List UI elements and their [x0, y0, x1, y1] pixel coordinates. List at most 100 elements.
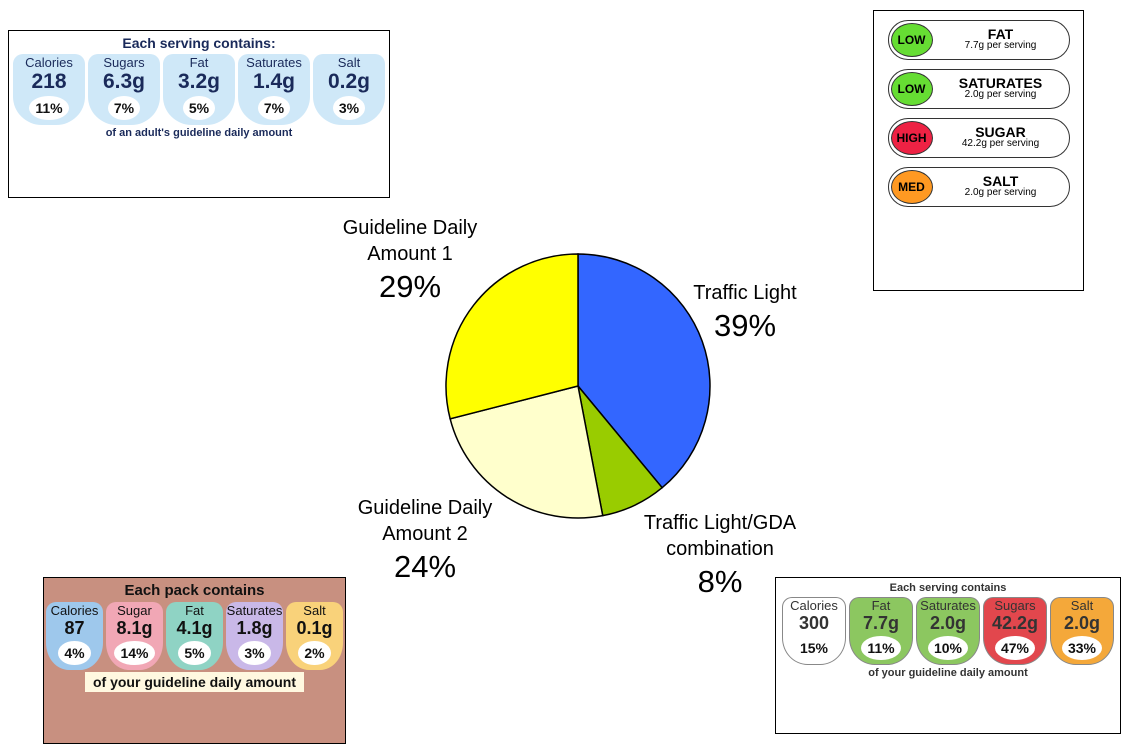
nutrient-percent: 11% [861, 636, 901, 660]
nutrient-name: SUGAR [975, 124, 1026, 140]
nutrient-percent: 14% [114, 641, 155, 665]
gda-panel: Each pack contains Calories 87 4% Sugar 8.1g 1… [43, 577, 346, 744]
level-badge: HIGH [890, 121, 933, 155]
nutrient-name: Sugars [103, 55, 145, 70]
nutrient-column: Saturates 1.8g 3% [226, 602, 283, 670]
slice-value: 29% [378, 269, 442, 304]
nutrient-name: SALT [982, 173, 1019, 189]
nutrient-amount: 2.0g per serving [964, 89, 1037, 100]
nutrient-amount: 2.0g [929, 613, 967, 633]
slice-label: Traffic Light/GDA combination 8% [625, 510, 815, 602]
nutrient-amount: 2.0g [1063, 613, 1101, 633]
nutrient-amount: 7.7g per serving [964, 40, 1037, 51]
nutrient-amount: 1.8g [236, 618, 273, 638]
slice-name: Guideline Daily Amount 2 [357, 497, 493, 545]
nutrient-column: Sugars 6.3g 7% [88, 54, 160, 125]
nutrient-percent: 4% [58, 641, 91, 665]
nutrient-amount: 1.4g [252, 70, 296, 93]
traffic-text: SALT 2.0g per serving [933, 173, 1069, 199]
nutrient-column: Sugar 8.1g 14% [106, 602, 163, 670]
slice-name: Traffic Light [693, 282, 797, 304]
nutrient-percent: 7% [107, 96, 141, 120]
panel-columns: Calories 87 4% Sugar 8.1g 14% Fat 4.1g 5% Saturat… [46, 602, 343, 670]
nutrient-amount: 7.7g [862, 613, 900, 633]
panel-title: Each serving contains [889, 582, 1007, 594]
nutrient-percent: 5% [182, 96, 216, 120]
panel-columns: Calories 218 11% Sugars 6.3g 7% Fat 3.2g 5% Satur… [13, 54, 385, 125]
panel-footer: of your guideline daily amount [84, 672, 304, 692]
pie-slice [449, 385, 604, 519]
nutrient-amount: 218 [31, 70, 67, 93]
nutrient-percent: 5% [178, 641, 211, 665]
panel-columns: Calories 300 15% Fat 7.7g 11% Saturates 2.0g 10%… [782, 597, 1114, 665]
gda-panel: Each serving contains: Calories 218 11% Suga… [8, 30, 390, 198]
nutrient-percent: 15% [793, 636, 835, 660]
nutrient-percent: 7% [257, 96, 291, 120]
nutrient-percent: 2% [298, 641, 331, 665]
nutrient-column: Saturates 1.4g 7% [238, 54, 310, 125]
gda-panel: Each serving contains Calories 300 15% Fat 7.… [775, 577, 1121, 734]
nutrient-column: Salt 0.1g 2% [286, 602, 343, 670]
nutrient-name: Salt [1070, 598, 1094, 613]
slice-label: Guideline Daily Amount 2 24% [330, 495, 520, 587]
nutrient-name: Calories [790, 598, 838, 613]
nutrient-percent: 10% [927, 636, 969, 660]
pie-slice [577, 253, 711, 489]
nutrient-column: Calories 300 15% [782, 597, 846, 665]
nutrient-percent: 11% [29, 96, 69, 120]
nutrient-name: SATURATES [958, 75, 1043, 91]
traffic-row: LOW SATURATES 2.0g per serving [887, 69, 1070, 109]
panel-title: Each pack contains [124, 582, 265, 599]
nutrient-amount: 8.1g [116, 618, 153, 638]
nutrient-column: Salt 0.2g 3% [313, 54, 385, 125]
nutrient-column: Fat 3.2g 5% [163, 54, 235, 125]
nutrient-name: Fat [871, 598, 891, 613]
nutrient-amount: 87 [64, 618, 85, 638]
traffic-text: SATURATES 2.0g per serving [933, 75, 1069, 101]
nutrient-column: Salt 2.0g 33% [1050, 597, 1114, 665]
panel-footer: of your guideline daily amount [868, 667, 1028, 679]
nutrient-name: Fat [185, 603, 204, 618]
traffic-row: LOW FAT 7.7g per serving [887, 20, 1070, 60]
panel-footer: of an adult's guideline daily amount [105, 127, 293, 139]
level-badge: LOW [890, 23, 933, 57]
nutrient-column: Fat 4.1g 5% [166, 602, 223, 670]
nutrient-column: Calories 87 4% [46, 602, 103, 670]
nutrient-column: Calories 218 11% [13, 54, 85, 125]
nutrient-percent: 47% [994, 636, 1036, 660]
traffic-row: MED SALT 2.0g per serving [887, 167, 1070, 207]
nutrient-percent: 3% [332, 96, 366, 120]
nutrient-amount: 42.2g [991, 613, 1039, 633]
nutrient-percent: 3% [238, 641, 271, 665]
slice-value: 24% [393, 549, 457, 584]
traffic-text: FAT 7.7g per serving [933, 26, 1069, 52]
nutrient-name: Calories [50, 603, 99, 618]
nutrient-name: Sugar [117, 603, 152, 618]
nutrient-name: Saturates [920, 598, 976, 613]
level-badge: LOW [890, 72, 933, 106]
nutrient-amount: 0.1g [296, 618, 333, 638]
nutrient-name: Salt [303, 603, 326, 618]
slice-label: Guideline Daily Amount 1 29% [315, 215, 505, 307]
nutrient-amount: 42.2g per serving [961, 138, 1040, 149]
nutrient-amount: 2.0g per serving [964, 187, 1037, 198]
nutrient-amount: 3.2g [177, 70, 221, 93]
nutrient-name: Fat [189, 55, 209, 70]
nutrient-name: FAT [987, 26, 1014, 42]
nutrient-amount: 6.3g [102, 70, 146, 93]
nutrient-amount: 300 [798, 613, 830, 633]
slice-label: Traffic Light 39% [650, 280, 840, 346]
pie-slice [445, 253, 579, 420]
traffic-panel: LOW FAT 7.7g per serving LOW SATURATES 2.0g p… [873, 10, 1084, 291]
nutrient-percent: 33% [1061, 636, 1103, 660]
level-badge: MED [890, 170, 933, 204]
nutrient-name: Salt [337, 55, 361, 70]
nutrient-name: Sugars [994, 598, 1036, 613]
slice-value: 39% [713, 308, 777, 343]
nutrient-column: Fat 7.7g 11% [849, 597, 913, 665]
nutrient-name: Saturates [246, 55, 302, 70]
traffic-text: SUGAR 42.2g per serving [933, 124, 1069, 150]
nutrient-column: Saturates 2.0g 10% [916, 597, 980, 665]
